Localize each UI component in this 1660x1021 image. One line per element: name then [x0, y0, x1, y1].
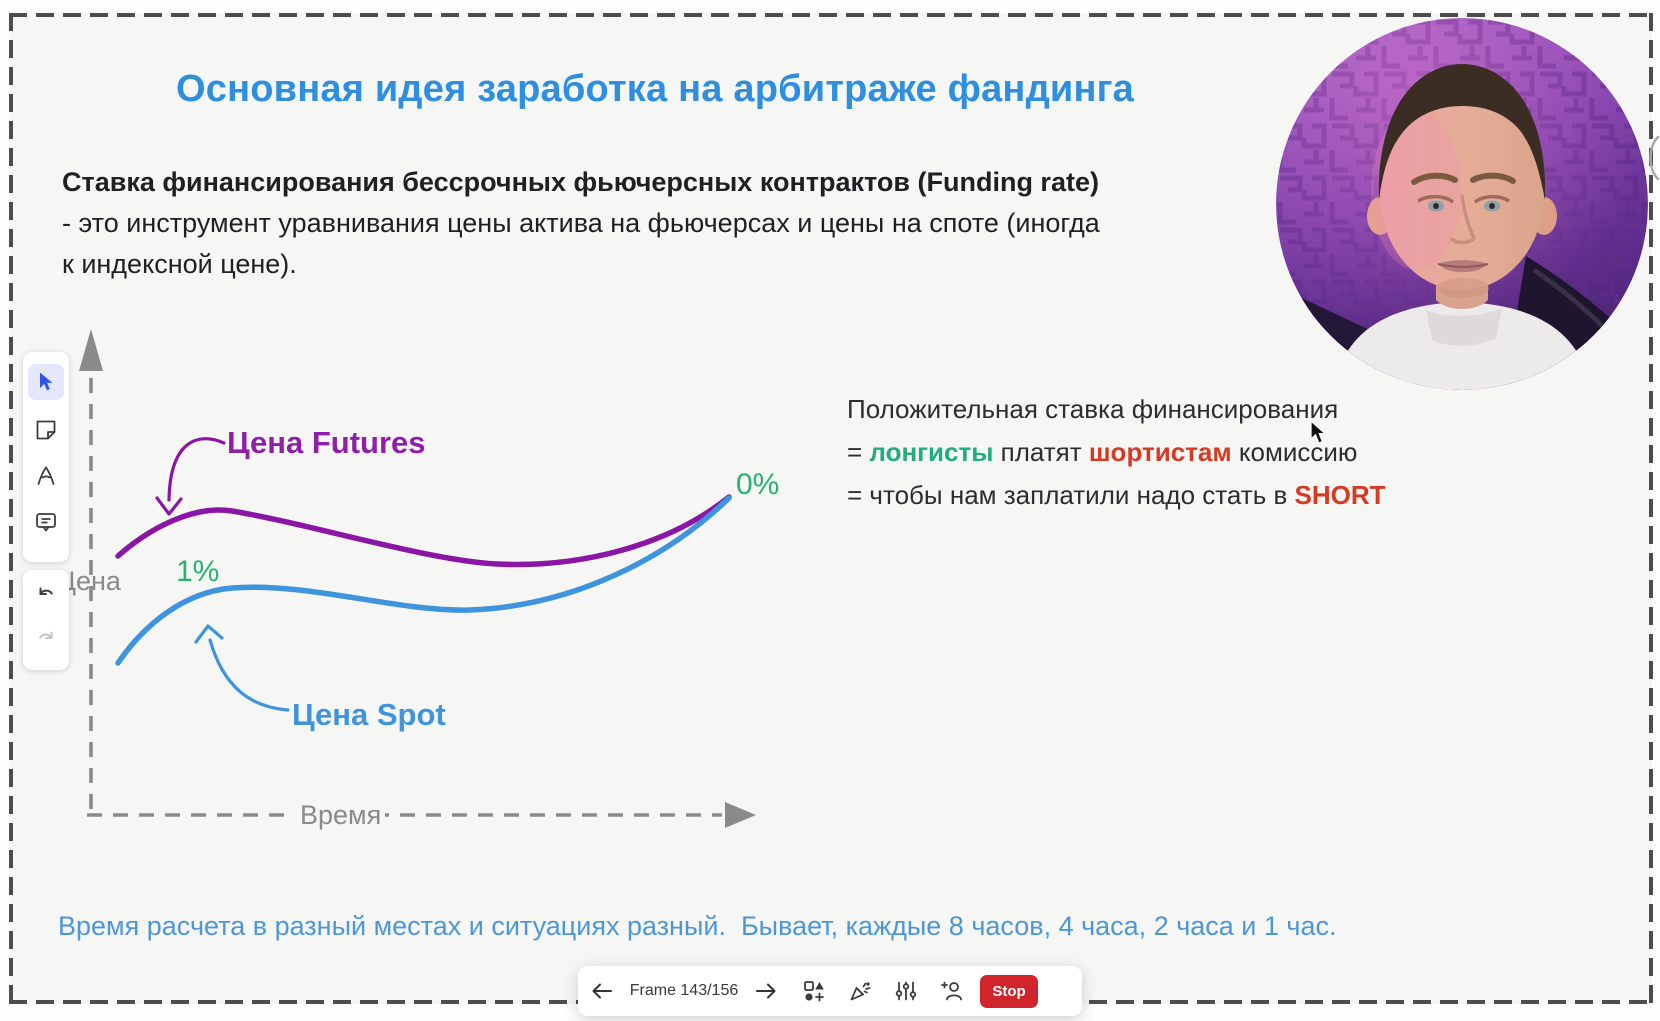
note-short-word: SHORT — [1294, 480, 1386, 510]
left-pupil — [1433, 203, 1439, 209]
settlement-time-note[interactable]: Время расчета в разный местах и ситуация… — [58, 911, 1337, 941]
pink-face-light — [1371, 110, 1461, 270]
right-eyebrow — [1470, 172, 1516, 184]
reactions-button[interactable] — [848, 979, 872, 1003]
spot-curve-label[interactable]: Цена Spot — [292, 697, 446, 732]
comment-tool-button[interactable] — [34, 510, 58, 534]
presenter-webcam[interactable] — [1276, 18, 1648, 390]
marker-icon — [37, 465, 55, 485]
note-line2-eq: = — [847, 437, 870, 467]
mouse-cursor — [1310, 420, 1327, 444]
chin-shadow — [1437, 278, 1489, 298]
frame-counter-label: Frame 143/156 — [629, 982, 739, 999]
invite-participants-button[interactable] — [940, 979, 964, 1003]
stop-presentation-button[interactable]: Stop — [980, 974, 1038, 1008]
note-line1: Положительная ставка финансирования — [847, 394, 1339, 424]
right-edge-handle[interactable] — [1644, 133, 1660, 183]
note-line2-mid: платят — [993, 437, 1089, 467]
left-eyebrow — [1411, 172, 1458, 185]
note-line3-head: = чтобы нам заплатили надо стать в — [847, 480, 1295, 510]
frames-overview-button[interactable] — [802, 979, 826, 1003]
note-longists: лонгисты — [869, 437, 994, 467]
face — [1380, 98, 1544, 290]
right-eyelid — [1473, 194, 1510, 204]
presenter-video — [1276, 18, 1648, 390]
mouth-line — [1437, 263, 1489, 268]
funding-end-value[interactable]: 0% — [736, 468, 780, 501]
drawing-tools-panel — [23, 352, 69, 562]
x-axis-label[interactable]: Время — [296, 800, 386, 831]
settings-controls-button[interactable] — [894, 979, 918, 1003]
frame-border-left — [9, 13, 13, 1003]
history-panel — [23, 570, 69, 670]
note-shortists: шортистам — [1088, 437, 1232, 467]
positive-funding-note[interactable]: Положительная ставка финансирования = ло… — [847, 388, 1447, 517]
sliders-icon — [895, 981, 917, 1001]
redo-icon — [39, 631, 53, 639]
frame-border-top — [9, 13, 1652, 17]
undo-icon — [39, 587, 53, 595]
sticky-note-tool-button[interactable] — [34, 418, 58, 442]
sticky-note-icon — [36, 420, 56, 440]
funding-rate-definition[interactable]: Ставка финансирования бессрочных фьючерс… — [62, 162, 1262, 285]
arrow-left-icon — [592, 983, 612, 999]
redo-button[interactable] — [34, 628, 58, 652]
marker-tool-button[interactable] — [34, 464, 58, 488]
frame-border-right — [1649, 13, 1653, 1003]
shapes-icon — [804, 981, 824, 1002]
next-frame-button[interactable] — [754, 979, 778, 1003]
select-tool-button[interactable] — [34, 370, 58, 394]
hair — [1378, 64, 1546, 200]
comment-icon — [36, 513, 56, 532]
futures-curve-label[interactable]: Цена Futures — [227, 425, 426, 460]
nose — [1450, 194, 1477, 245]
definition-bold: Ставка финансирования бессрочных фьючерс… — [62, 167, 1099, 197]
arrow-right-icon — [756, 983, 776, 999]
add-person-icon — [941, 981, 962, 1001]
party-popper-icon — [850, 982, 871, 1001]
left-eyelid — [1417, 194, 1455, 204]
note-line2-tail: комиссию — [1231, 437, 1358, 467]
white-tshirt — [1334, 302, 1590, 390]
previous-frame-button[interactable] — [590, 979, 614, 1003]
tshirt-shading — [1426, 308, 1502, 346]
undo-button[interactable] — [34, 584, 58, 608]
presentation-toolbar: Frame 143/156 — [578, 966, 1082, 1016]
slide-title[interactable]: Основная идея заработка на арбитраже фан… — [176, 68, 1134, 110]
right-pupil — [1489, 203, 1495, 209]
definition-line2: - это инструмент уравнивания цены актива… — [62, 208, 1100, 238]
cursor-icon — [40, 372, 53, 391]
funding-start-value[interactable]: 1% — [176, 555, 220, 588]
definition-line3: к индексной цене). — [62, 249, 297, 279]
